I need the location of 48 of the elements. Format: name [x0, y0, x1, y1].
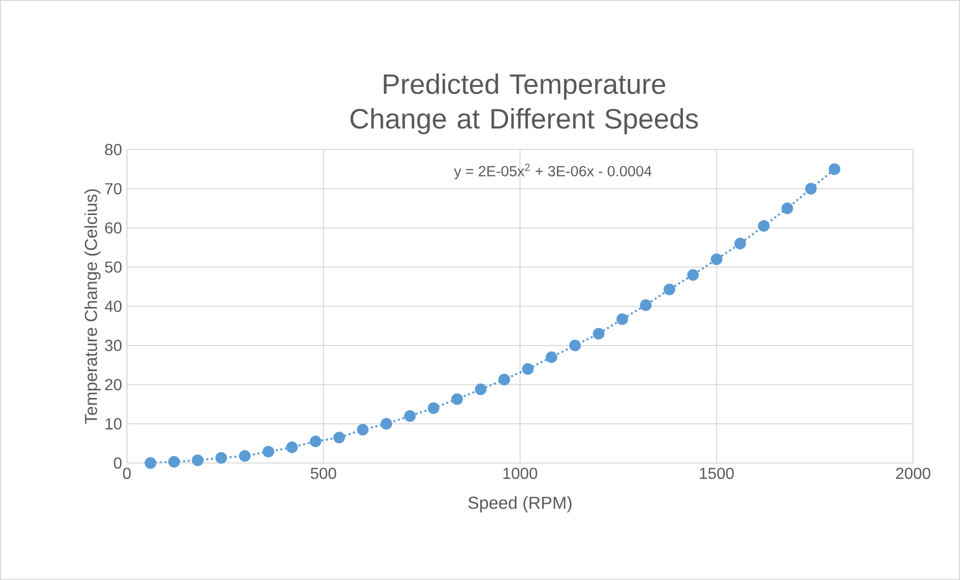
x-tick-label: 2000 [896, 468, 930, 480]
point [664, 284, 676, 296]
point [546, 351, 558, 364]
y-tick-label: 80 [105, 144, 122, 156]
point [782, 202, 794, 214]
point [758, 220, 770, 232]
point [805, 182, 817, 195]
point [474, 384, 487, 396]
annotation: y = 2E-05x$^{2}$ + 3E-06x - 0.0004 [454, 164, 652, 180]
x-tick-label: 1500 [700, 468, 734, 480]
x-axis-title: Speed (RPM) [468, 496, 572, 512]
point [498, 374, 510, 386]
y-axis-title: Temperature Change (Celcius) [84, 189, 101, 424]
point [286, 442, 298, 454]
point [734, 238, 746, 250]
point [333, 432, 345, 444]
point [592, 328, 604, 340]
point [710, 254, 722, 266]
y-tick-label: 60 [105, 222, 122, 234]
point [215, 452, 228, 464]
x-tick-label: 1000 [503, 468, 538, 480]
point [687, 269, 699, 281]
point [428, 402, 440, 414]
point [168, 456, 180, 468]
point [192, 454, 204, 466]
y-tick-label: 30 [104, 340, 122, 352]
point [144, 457, 156, 469]
y-tick-label: 0 [114, 457, 122, 469]
point [828, 163, 840, 176]
x-tick-label: 500 [310, 468, 336, 480]
y-tick-label: 10 [106, 418, 122, 430]
y-tick-label: 50 [105, 261, 122, 273]
point [616, 313, 628, 326]
point [569, 340, 581, 352]
point [640, 299, 652, 311]
point [310, 436, 322, 448]
point [239, 450, 251, 462]
point [451, 393, 463, 405]
point [522, 363, 534, 375]
point [380, 418, 392, 430]
chart-title: Predicted Temperature Change at Different Speeds [350, 74, 698, 134]
point [404, 410, 416, 422]
y-tick-label: 40 [104, 300, 122, 312]
y-tick-label: 70 [105, 183, 122, 194]
x-tick-label: 0 [123, 468, 131, 480]
point [356, 424, 369, 436]
y-tick-label: 20 [105, 379, 122, 390]
point [262, 446, 274, 458]
